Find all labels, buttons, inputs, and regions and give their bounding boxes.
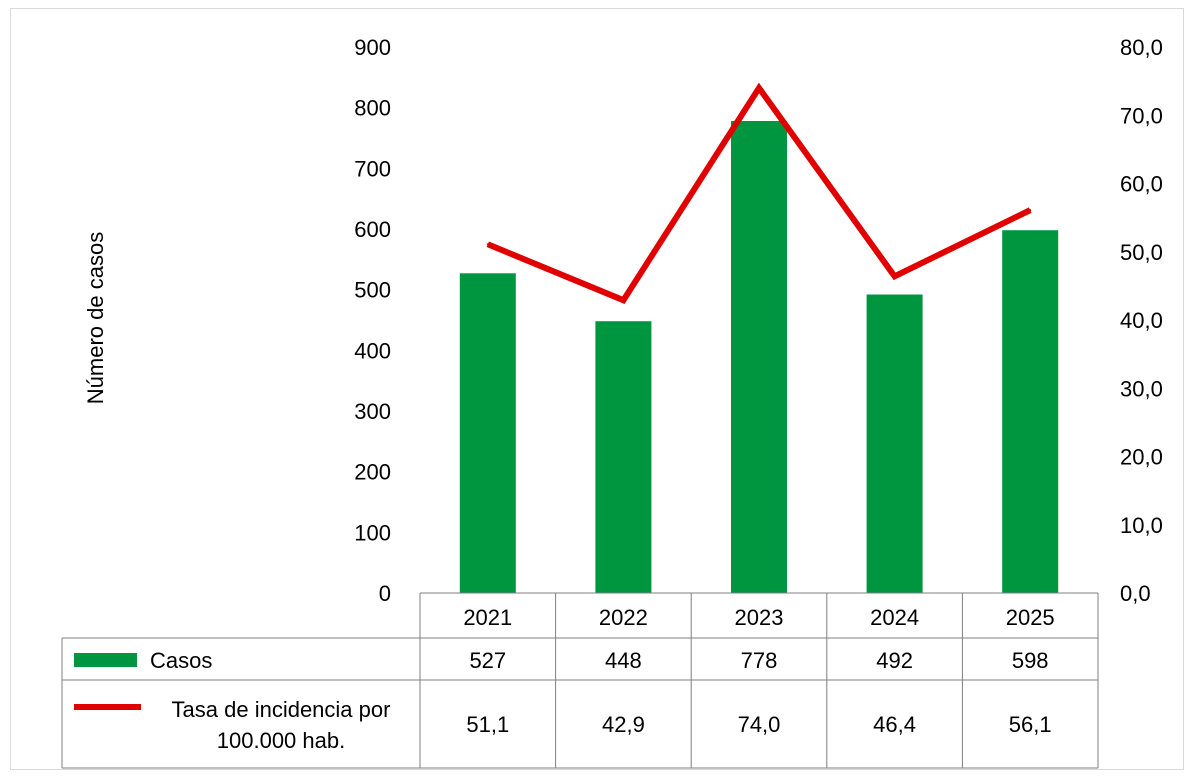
y-tick-label: 100 bbox=[354, 520, 391, 545]
table-cell-tasa: 46,4 bbox=[873, 712, 916, 737]
y-tick-label: 0 bbox=[379, 581, 391, 606]
table-cell-casos: 492 bbox=[876, 648, 913, 673]
y2-tick-label: 70,0 bbox=[1120, 103, 1163, 128]
bar-casos bbox=[866, 294, 923, 593]
y-tick-label: 600 bbox=[354, 217, 391, 242]
legend-label-tasa: Tasa de incidencia por 100.000 hab. bbox=[172, 697, 391, 753]
y-axis-label: Número de casos bbox=[83, 232, 108, 404]
y-tick-label: 500 bbox=[354, 278, 391, 303]
y-tick-label: 200 bbox=[354, 460, 391, 485]
data-table: 2021 2022 2023 2024 2025 527 448 778 492 598 51,1 4… bbox=[61, 592, 1099, 769]
table-cell-tasa: 42,9 bbox=[602, 712, 645, 737]
table-cell-casos: 448 bbox=[605, 648, 642, 673]
table-cell-tasa: 56,1 bbox=[1009, 712, 1052, 737]
x-tick-label: 2023 bbox=[735, 605, 784, 630]
x-tick-label: 2021 bbox=[463, 605, 512, 630]
legend-key-casos bbox=[74, 653, 137, 667]
bar-casos bbox=[1002, 230, 1059, 594]
table-cell-tasa: 51,1 bbox=[466, 712, 509, 737]
y-tick-label: 400 bbox=[354, 338, 391, 363]
y-tick-label: 800 bbox=[354, 96, 391, 121]
y2-tick-label: 30,0 bbox=[1120, 376, 1163, 401]
bar-casos bbox=[459, 273, 516, 593]
y-tick-label: 900 bbox=[354, 35, 391, 60]
x-tick-label: 2024 bbox=[870, 605, 919, 630]
bar-casos bbox=[595, 321, 652, 593]
y2-tick-label: 50,0 bbox=[1120, 240, 1163, 265]
x-tick-label: 2022 bbox=[599, 605, 648, 630]
table-cell-casos: 598 bbox=[1012, 648, 1049, 673]
chart-frame bbox=[10, 8, 1184, 770]
y2-tick-label: 40,0 bbox=[1120, 308, 1163, 333]
legend-label-casos: Casos bbox=[150, 648, 212, 673]
bar-casos bbox=[731, 121, 787, 593]
x-tick-label: 2025 bbox=[1006, 605, 1055, 630]
rate-point bbox=[758, 86, 760, 89]
y2-tick-label: 10,0 bbox=[1120, 513, 1163, 538]
rate-point bbox=[486, 243, 489, 246]
rate-point bbox=[622, 299, 625, 302]
y-tick-label: 700 bbox=[354, 156, 391, 181]
table-cell-tasa: 74,0 bbox=[738, 712, 781, 737]
rate-point bbox=[893, 275, 896, 278]
y2-tick-label: 60,0 bbox=[1120, 172, 1163, 197]
y2-tick-label: 0,0 bbox=[1120, 581, 1151, 606]
rate-line-group bbox=[486, 82, 1032, 304]
y2-tick-label: 80,0 bbox=[1120, 35, 1163, 60]
rate-point bbox=[1029, 209, 1032, 212]
y2-tick-label: 20,0 bbox=[1120, 445, 1163, 470]
y2-axis-ticks: 0,0 10,0 20,0 30,0 40,0 50,0 60,0 70,0 80,0 bbox=[1120, 35, 1163, 606]
y-axis-ticks: 0 100 200 300 400 500 600 700 800 900 bbox=[354, 35, 391, 606]
y-tick-label: 300 bbox=[354, 399, 391, 424]
table-cell-casos: 527 bbox=[469, 648, 506, 673]
table-cell-casos: 778 bbox=[741, 648, 778, 673]
bars bbox=[459, 121, 1059, 594]
